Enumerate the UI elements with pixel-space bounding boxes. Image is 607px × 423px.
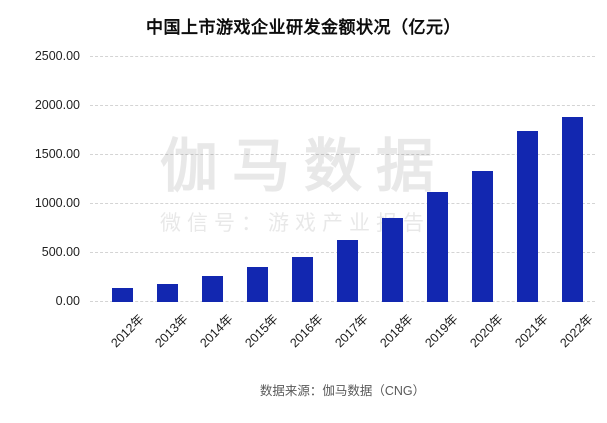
x-axis-tick-label: 2018年 <box>377 311 416 351</box>
x-axis-tick-label: 2015年 <box>242 311 282 351</box>
bar-2017年 <box>336 239 358 302</box>
bar-2013年 <box>156 283 178 302</box>
bar-2014年 <box>201 276 223 302</box>
bar-2016年 <box>291 257 313 302</box>
x-axis-tick-label: 2019年 <box>422 311 461 351</box>
x-axis-tick-label: 2020年 <box>467 311 506 351</box>
y-axis-tick-label: 500.00 <box>41 245 80 259</box>
bar-2019年 <box>426 191 448 302</box>
y-axis-tick-label: 2500.00 <box>34 49 80 63</box>
gridline-y-2500 <box>90 56 595 57</box>
x-axis-tick-label: 2017年 <box>332 311 371 351</box>
y-axis-tick-label: 1500.00 <box>34 147 80 161</box>
x-axis-tick-label: 2021年 <box>512 311 551 351</box>
x-axis-tick-label: 2022年 <box>557 311 596 351</box>
gridline-y-1000 <box>90 203 595 204</box>
x-axis-tick-label: 2014年 <box>197 311 237 351</box>
bar-2015年 <box>246 266 268 302</box>
gridline-y-1500 <box>90 154 595 155</box>
gridline-y-2000 <box>90 105 595 106</box>
chart-title: 中国上市游戏企业研发金额状况（亿元） <box>146 18 461 37</box>
plot-area <box>90 56 595 302</box>
bar-2021年 <box>516 131 538 302</box>
x-axis-tick-label: 2013年 <box>152 311 192 351</box>
bar-2018年 <box>381 217 403 302</box>
y-axis-tick-label: 2000.00 <box>34 98 80 112</box>
x-axis-tick-label: 2016年 <box>287 311 327 351</box>
bar-2020年 <box>471 170 493 302</box>
data-source-caption: 数据来源：伽马数据（CNG） <box>259 384 426 398</box>
y-axis-tick-label: 0.00 <box>55 294 80 308</box>
x-axis-tick-label: 2012年 <box>107 311 147 351</box>
bar-2012年 <box>112 287 133 302</box>
bar-2022年 <box>561 116 583 302</box>
y-axis-tick-label: 1000.00 <box>34 196 80 210</box>
